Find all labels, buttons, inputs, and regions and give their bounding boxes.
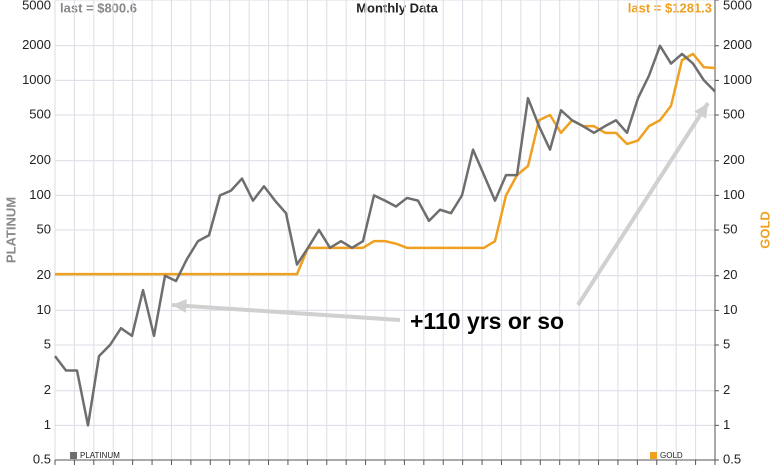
annotation-arrow [576, 101, 710, 307]
y2-tick-label: 500 [723, 106, 745, 121]
legend-swatch [70, 452, 77, 459]
series-line [55, 52, 716, 276]
last-platinum: last = $800.6 [60, 0, 137, 15]
annotation-arrow [171, 303, 401, 322]
y2-tick-label: 2000 [723, 37, 752, 52]
y2-tick-label: 1000 [723, 72, 752, 87]
y2-tick-label: 1 [723, 417, 730, 432]
y-tick-label: 5000 [22, 0, 51, 12]
y-tick-label: 10 [37, 302, 51, 317]
y2-tick-label: 2 [723, 382, 730, 397]
y2-tick-label: 20 [723, 267, 737, 282]
series-line [54, 44, 716, 427]
y2-tick-label: 0.5 [723, 451, 741, 466]
chart-title: Monthly Data [356, 0, 438, 15]
y-tick-label: 20 [37, 267, 51, 282]
arrow-head [694, 103, 708, 119]
legend-label: PLATINUM [80, 451, 120, 460]
arrow-head [172, 299, 187, 313]
y2-tick-label: 50 [723, 221, 737, 236]
y-tick-label: 1 [44, 417, 51, 432]
y2-tick-label: 200 [723, 152, 745, 167]
y-tick-label: 2 [44, 382, 51, 397]
y2-axis-label: GOLD [757, 211, 772, 249]
legend-swatch [650, 452, 657, 459]
legend-label: GOLD [660, 451, 683, 460]
y-tick-label: 100 [29, 187, 51, 202]
y2-tick-label: 5000 [723, 0, 752, 12]
y-tick-label: 50 [37, 221, 51, 236]
y2-tick-label: 10 [723, 302, 737, 317]
y-tick-label: 2000 [22, 37, 51, 52]
y-axis-label: PLATINUM [3, 197, 18, 263]
y-tick-label: 200 [29, 152, 51, 167]
y2-tick-label: 100 [723, 187, 745, 202]
y-tick-label: 5 [44, 336, 51, 351]
y-tick-label: 500 [29, 106, 51, 121]
annotation: +110 yrs or so [410, 308, 564, 334]
y2-tick-label: 5 [723, 336, 730, 351]
last-gold: last = $1281.3 [628, 0, 712, 15]
y-tick-label: 1000 [22, 72, 51, 87]
y-tick-label: 0.5 [33, 451, 51, 466]
